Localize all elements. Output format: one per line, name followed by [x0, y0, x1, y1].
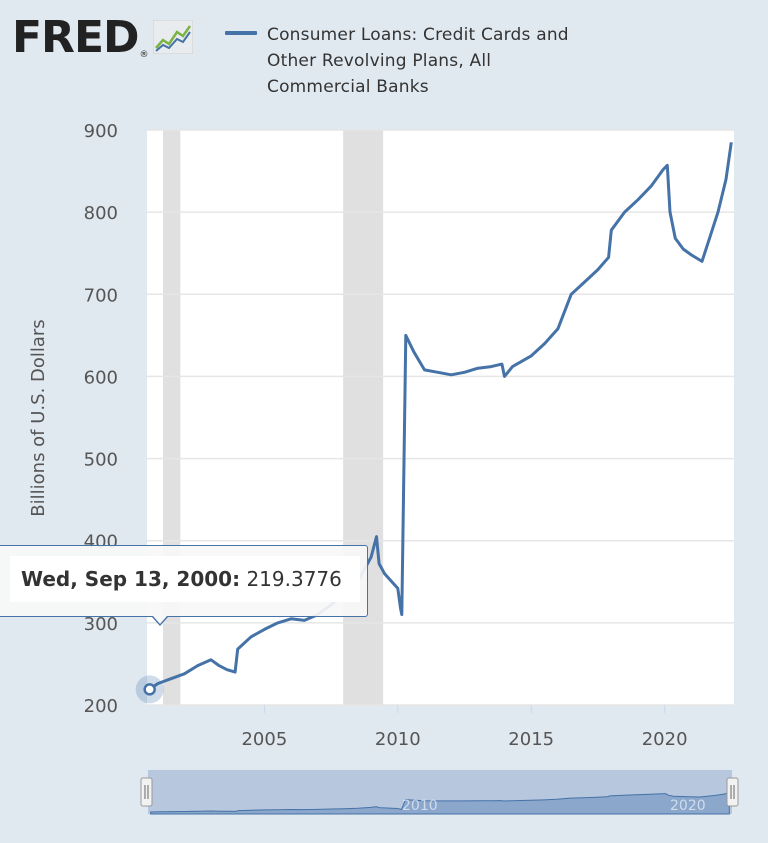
- tooltip-value: 219.3776: [240, 567, 342, 591]
- tooltip-date: Wed, Sep 13, 2000:: [21, 567, 241, 591]
- y-tick-label-300: 300: [84, 614, 118, 635]
- recession-band-1: [343, 130, 384, 705]
- legend-label: Consumer Loans: Credit Cards and Other R…: [267, 25, 569, 97]
- x-tick-label-2015: 2015: [508, 729, 554, 750]
- range-navigator[interactable]: 2010 2020: [140, 768, 740, 818]
- y-tick-label-600: 600: [84, 367, 118, 388]
- navigator-label-2020: 2020: [670, 798, 706, 814]
- fred-logo: FRED ®: [12, 14, 193, 62]
- data-tooltip: Wed, Sep 13, 2000: 219.3776: [0, 545, 368, 617]
- x-tick-label-2020: 2020: [642, 729, 688, 750]
- fred-graph-icon: [152, 20, 193, 54]
- x-axis-ticks: 2005 2010 2015 2020: [241, 705, 688, 750]
- y-tick-label-500: 500: [84, 450, 118, 471]
- y-tick-label-800: 800: [84, 203, 118, 224]
- chart-legend[interactable]: Consumer Loans: Credit Cards and Other R…: [225, 22, 577, 100]
- x-tick-label-2010: 2010: [375, 729, 421, 750]
- fred-logo-text: FRED: [12, 12, 140, 63]
- navigator-series-area: [150, 792, 730, 815]
- navigator-handle-right[interactable]: [726, 777, 739, 807]
- hover-marker: [143, 683, 156, 696]
- y-tick-label-700: 700: [84, 285, 118, 306]
- y-tick-label-900: 900: [84, 121, 118, 142]
- plot-background: [147, 130, 734, 705]
- registered-mark: ®: [139, 50, 149, 60]
- grid-lines: [147, 129, 734, 706]
- x-tick-label-2005: 2005: [241, 729, 287, 750]
- legend-swatch: [225, 31, 257, 35]
- series-line[interactable]: [148, 142, 733, 691]
- y-tick-label-200: 200: [84, 696, 118, 717]
- y-axis-label: Billions of U.S. Dollars: [28, 319, 49, 516]
- tooltip-content: Wed, Sep 13, 2000: 219.3776: [10, 556, 360, 602]
- tooltip-arrow-fill: [153, 616, 167, 624]
- navigator-handle-left[interactable]: [140, 777, 153, 807]
- navigator-label-2010: 2010: [402, 798, 438, 814]
